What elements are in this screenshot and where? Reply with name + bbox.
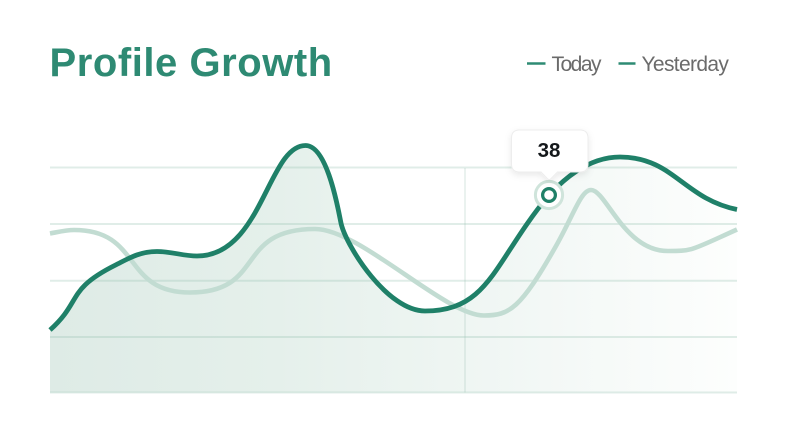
svg-text:Today: Today <box>552 53 603 76</box>
svg-text:38: 38 <box>538 139 561 162</box>
svg-text:Yesterday: Yesterday <box>642 53 730 76</box>
svg-text:Profile Growth: Profile Growth <box>50 41 333 85</box>
